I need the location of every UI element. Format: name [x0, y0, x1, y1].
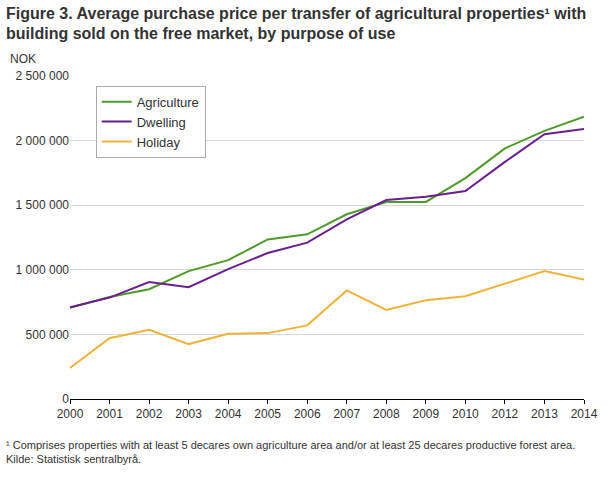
svg-text:2005: 2005 — [254, 407, 281, 421]
svg-text:2000: 2000 — [57, 407, 84, 421]
svg-text:2013: 2013 — [531, 407, 558, 421]
svg-text:1 000 000: 1 000 000 — [16, 263, 70, 277]
svg-text:0: 0 — [62, 392, 69, 406]
svg-text:2004: 2004 — [215, 407, 242, 421]
svg-text:2003: 2003 — [175, 407, 202, 421]
svg-text:Holiday: Holiday — [137, 135, 181, 150]
html-text:Figure 3. Average purchase pri: Figure 3. Average purchase price per tra… — [6, 5, 587, 42]
svg-text:2002: 2002 — [136, 407, 163, 421]
svg-text:2012: 2012 — [492, 407, 519, 421]
svg-text:Dwelling: Dwelling — [137, 115, 186, 130]
svg-text:2010: 2010 — [452, 407, 479, 421]
svg-text:2006: 2006 — [294, 407, 321, 421]
svg-text:2001: 2001 — [96, 407, 123, 421]
svg-text:2 500 000: 2 500 000 — [16, 69, 70, 83]
svg-text:2 000 000: 2 000 000 — [16, 134, 70, 148]
svg-text:500 000: 500 000 — [26, 328, 70, 342]
svg-text:2007: 2007 — [333, 407, 360, 421]
html-text:¹ Comprises properties with at: ¹ Comprises properties with at least 5 d… — [6, 439, 576, 451]
html-text:Kilde: Statistisk sentralbyrå.: Kilde: Statistisk sentralbyrå. — [6, 453, 142, 465]
svg-text:2014: 2014 — [571, 407, 598, 421]
svg-text:2009: 2009 — [412, 407, 439, 421]
svg-text:2008: 2008 — [373, 407, 400, 421]
svg-text:Agriculture: Agriculture — [137, 95, 199, 110]
svg-text:1 500 000: 1 500 000 — [16, 198, 70, 212]
svg-text:NOK: NOK — [10, 52, 36, 66]
